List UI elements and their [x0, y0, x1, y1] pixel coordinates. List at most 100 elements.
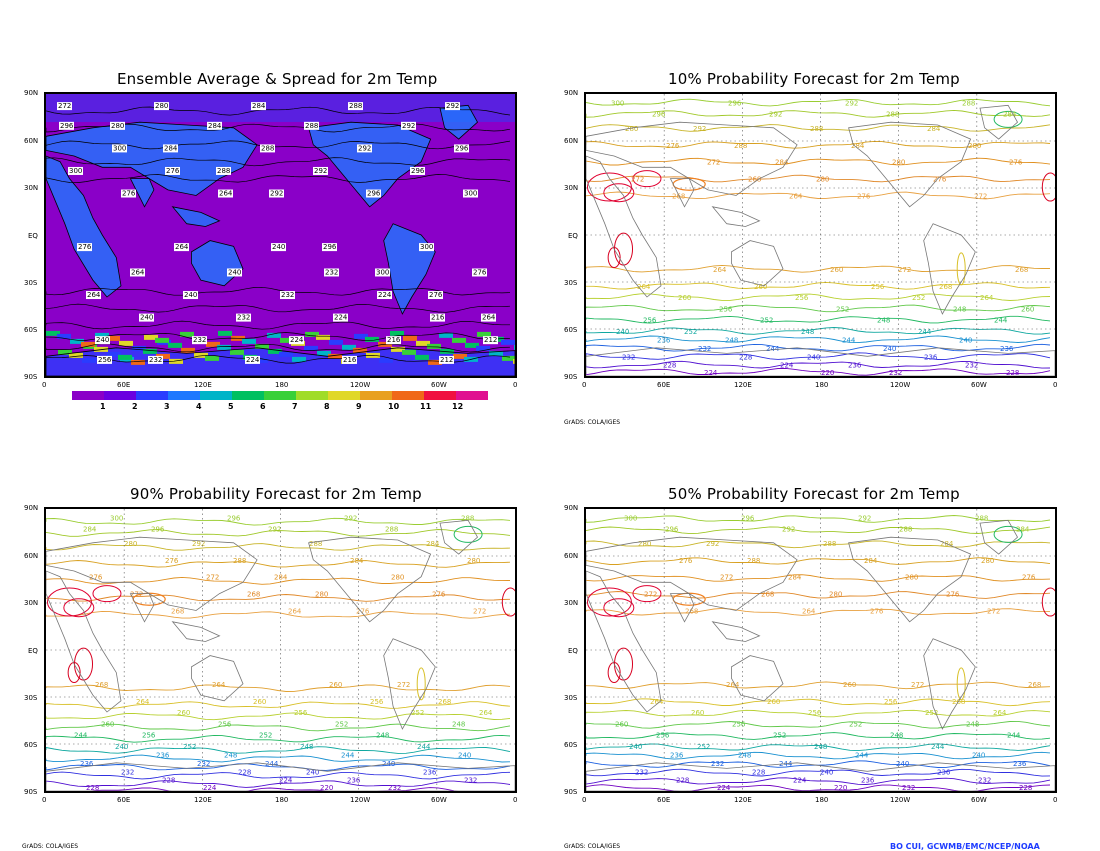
hot-contour	[632, 585, 662, 603]
spread-cell	[206, 341, 220, 347]
contour-value: 300	[624, 514, 637, 522]
spread-cell	[131, 359, 145, 365]
hot-contour	[46, 587, 92, 617]
contour-map-svg: 300 296 292 288 296 292 288 284 292 288 284 280 288 2…	[46, 509, 515, 791]
hot-contour	[1041, 172, 1055, 202]
label-box	[57, 102, 72, 111]
label-box	[454, 144, 469, 153]
lon-label: 60E	[657, 381, 671, 389]
contour-value: 280	[905, 574, 918, 582]
temperature-contour	[586, 315, 1051, 324]
contour-map-svg: 300 296 292 288 296 292 288 284 292 288 284 280 288 2…	[586, 94, 1055, 376]
mean-value: 288	[217, 167, 230, 175]
coastline	[191, 655, 244, 702]
spread-band	[46, 94, 515, 122]
lat-label: 90S	[564, 373, 578, 381]
mean-value: 276	[166, 167, 180, 175]
temperature-contour	[586, 777, 1051, 785]
mean-value: 232	[193, 336, 206, 344]
contour-value: 232	[622, 353, 635, 361]
spread-cell	[118, 354, 132, 360]
mean-value: 292	[446, 102, 459, 110]
spread-cell	[168, 342, 182, 348]
lat-label: 90N	[24, 89, 39, 97]
contour-value: 280	[391, 574, 404, 582]
lon-label: 180	[275, 381, 289, 389]
contour-value: 268	[672, 193, 685, 201]
spread-cell	[132, 345, 146, 351]
contour-value: 296	[665, 526, 679, 534]
mean-value: 232	[237, 314, 250, 322]
colorbar-swatch	[72, 391, 104, 400]
lon-label: 60E	[117, 796, 131, 804]
mean-value: 280	[155, 102, 168, 110]
label-box	[324, 268, 339, 277]
lat-label: 90N	[24, 504, 39, 512]
contour-value: 264	[212, 681, 226, 689]
coastline	[586, 762, 1055, 791]
contour-value: 288	[962, 99, 975, 107]
coastline	[979, 519, 1019, 555]
contour-value: 288	[975, 514, 988, 522]
label-box	[439, 355, 454, 364]
author-credit: BO CUI, GCWMB/EMC/NCEP/NOAA	[890, 842, 1040, 851]
mean-value: 216	[431, 314, 445, 322]
colorbar-label: 7	[292, 402, 298, 411]
contour-value: 296	[151, 526, 165, 534]
lon-label: 0	[1053, 796, 1058, 804]
lon-label: 120E	[734, 381, 752, 389]
contour-value: 232	[197, 760, 210, 768]
label-box	[121, 189, 136, 198]
mean-value: 296	[367, 190, 381, 198]
contour-value: 272	[974, 193, 987, 201]
mean-value: 212	[440, 356, 453, 364]
spread-cell	[317, 350, 331, 356]
label-box	[68, 166, 83, 175]
contour-value: 232	[698, 345, 711, 353]
mean-value: 292	[314, 167, 327, 175]
contour-value: 240	[883, 345, 896, 353]
colorbar-label: 6	[260, 402, 266, 411]
contour-value: 232	[711, 760, 724, 768]
mean-value: 300	[464, 190, 477, 198]
mean-value: 288	[261, 144, 274, 152]
lat-label: 60N	[564, 137, 579, 145]
coastline	[46, 347, 515, 376]
contour-value: 276	[89, 574, 103, 582]
mean-contour	[46, 343, 511, 353]
contour-value: 220	[320, 784, 333, 791]
contour-value: 236	[657, 336, 671, 344]
contour-value: 268	[95, 681, 108, 689]
contour-value: 276	[1022, 574, 1036, 582]
spread-cell	[81, 341, 95, 347]
hot-contour	[586, 587, 632, 617]
temperature-contour	[46, 787, 459, 791]
contour-value: 252	[183, 743, 196, 751]
contour-value: 272	[644, 591, 657, 599]
contour-value: 228	[1019, 784, 1032, 791]
contour-value: 300	[611, 99, 624, 107]
lat-label: 60S	[564, 326, 578, 334]
spread-cell	[69, 352, 83, 358]
colorbar-label: 9	[356, 402, 362, 411]
mean-value: 272	[58, 102, 71, 110]
spread-cell	[329, 339, 343, 345]
label-box	[366, 189, 381, 198]
lon-label: 180	[815, 381, 829, 389]
contour-value: 260	[691, 709, 704, 717]
spread-cell	[292, 356, 306, 362]
contour-value: 296	[652, 111, 666, 119]
contour-value: 252	[259, 732, 272, 740]
panel-title: Ensemble Average & Spread for 2m Temp	[117, 70, 438, 88]
lat-label: 60S	[24, 326, 38, 334]
contour-value: 228	[752, 768, 765, 776]
contour-value: 280	[829, 591, 842, 599]
mean-value: 240	[228, 268, 241, 276]
label-box	[227, 268, 242, 277]
mean-value: 264	[131, 268, 145, 276]
colorbar-swatch	[136, 391, 168, 400]
temperature-contour	[586, 191, 1051, 200]
spread-cell	[144, 334, 158, 340]
contour-value: 252	[836, 305, 849, 313]
contour-value: 296	[227, 514, 241, 522]
